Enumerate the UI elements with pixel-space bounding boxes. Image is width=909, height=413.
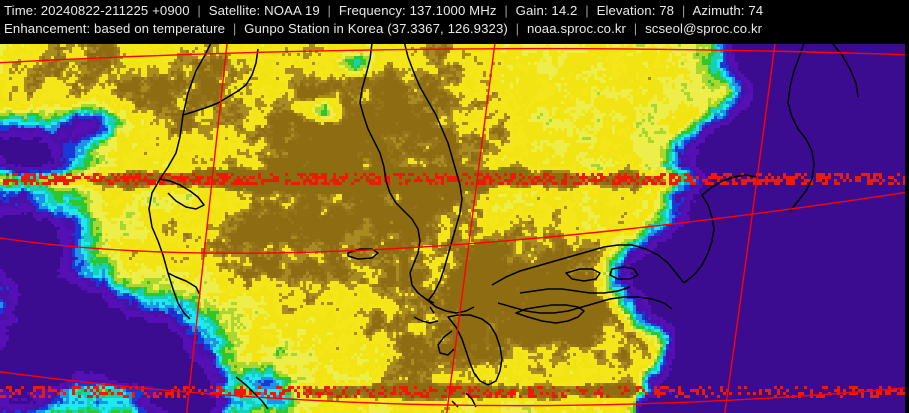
time-value: 20240822-211225 +0900 [40,3,190,18]
website-link[interactable]: noaa.sproc.co.kr [526,21,627,36]
separator-icon: | [232,21,237,36]
separator-icon: | [327,3,332,18]
station-coords: (37.3367, 126.9323) [387,21,508,36]
enhancement-value: based on temperature [94,21,226,36]
satellite-image[interactable] [0,41,909,413]
frequency-label: Frequency: [338,3,406,18]
elevation-label: Elevation: [596,3,656,18]
separator-icon: | [633,21,638,36]
frequency-value: 137.1000 MHz [409,3,497,18]
satellite-image-canvas [0,41,909,413]
station-name: Gunpo Station in Korea [244,21,384,36]
separator-icon: | [515,21,520,36]
separator-icon: | [585,3,589,18]
header-line-1: Time: 20240822-211225 +0900 | Satellite:… [4,4,763,17]
metadata-header: Time: 20240822-211225 +0900 | Satellite:… [0,0,909,41]
azimuth-value: 74 [748,3,764,18]
separator-icon: | [197,3,201,18]
gain-value: 14.2 [551,3,578,18]
azimuth-label: Azimuth: [692,3,745,18]
satellite-value: NOAA 19 [264,3,320,18]
email-link[interactable]: scseol@sproc.co.kr [645,21,763,36]
separator-icon: | [504,3,508,18]
satellite-label: Satellite: [208,3,261,18]
separator-icon: | [681,3,686,18]
header-line-2: Enhancement: based on temperature | Gunp… [4,22,762,35]
gain-label: Gain: [515,3,548,18]
elevation-value: 78 [659,3,675,18]
enhancement-label: Enhancement: [4,21,91,36]
time-label: Time: [4,3,37,18]
